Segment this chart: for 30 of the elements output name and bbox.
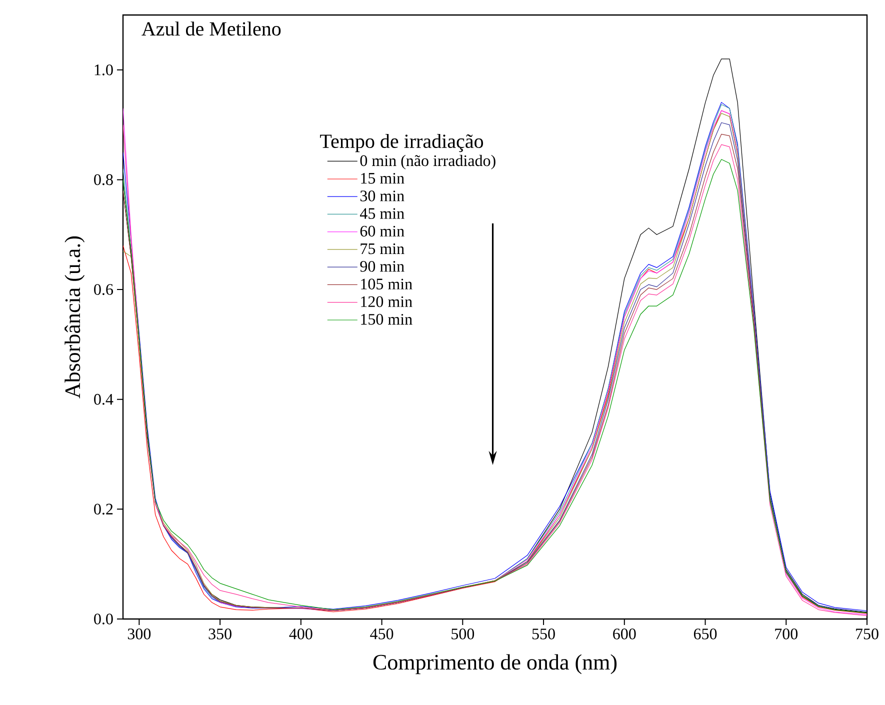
x-tick-label: 350 <box>208 628 232 640</box>
legend-label: 90 min <box>360 261 404 272</box>
legend-label: 150 min <box>361 314 412 325</box>
legend-label: 45 min <box>360 208 404 219</box>
legend-label: 15 min <box>361 172 404 184</box>
x-axis-title: Comprimento de onda (nm) <box>373 654 617 674</box>
x-tick-label: 550 <box>532 628 555 640</box>
y-tick-label: 0.8 <box>94 174 113 186</box>
y-tick-label: 0.6 <box>94 284 113 295</box>
x-tick-label: 400 <box>289 628 312 640</box>
x-tick-label: 650 <box>694 628 717 640</box>
legend-title: Tempo de irradiação <box>320 134 484 152</box>
chart-title: Azul de Metileno <box>142 22 281 36</box>
y-tick-label: 1.0 <box>94 64 113 76</box>
legend-label: 75 min <box>360 243 404 254</box>
legend-label: 105 min <box>361 278 412 290</box>
legend-label: 0 min (não irradiado) <box>360 154 496 170</box>
x-tick-label: 450 <box>370 628 394 640</box>
y-tick-label: 0.2 <box>94 504 113 515</box>
legend-label: 30 min <box>360 190 404 202</box>
x-tick-label: 750 <box>856 628 878 640</box>
legend-label: 120 min <box>361 296 412 308</box>
x-tick-label: 700 <box>775 628 798 640</box>
y-axis-title: Absorbância (u.a.) <box>64 236 85 398</box>
legend-label: 60 min <box>360 226 404 237</box>
x-tick-label: 300 <box>128 628 151 640</box>
y-tick-label: 0.0 <box>94 614 113 624</box>
y-tick-label: 0.4 <box>94 394 114 405</box>
x-tick-label: 600 <box>613 628 636 640</box>
x-tick-label: 500 <box>452 628 474 640</box>
